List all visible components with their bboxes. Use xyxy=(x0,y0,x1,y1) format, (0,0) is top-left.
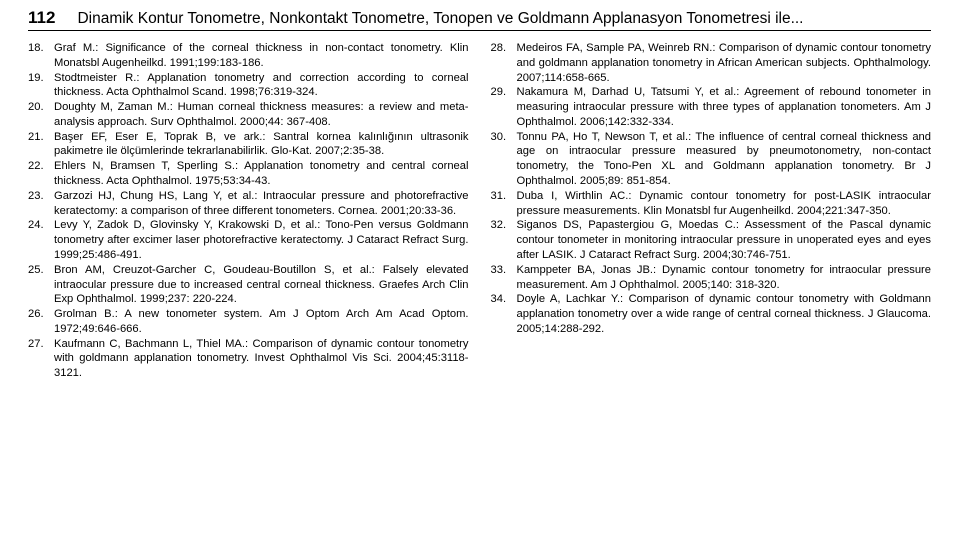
reference-text: Garzozi HJ, Chung HS, Lang Y, et al.: In… xyxy=(54,189,469,219)
reference-item: 29.Nakamura M, Darhad U, Tatsumi Y, et a… xyxy=(491,85,932,129)
reference-item: 21.Başer EF, Eser E, Toprak B, ve ark.: … xyxy=(28,130,469,160)
references-columns: 18.Graf M.: Significance of the corneal … xyxy=(28,41,931,381)
reference-number: 34. xyxy=(491,292,517,336)
reference-text: Graf M.: Significance of the corneal thi… xyxy=(54,41,469,71)
reference-text: Medeiros FA, Sample PA, Weinreb RN.: Com… xyxy=(517,41,932,85)
page-header: 112 Dinamik Kontur Tonometre, Nonkontakt… xyxy=(28,8,931,31)
reference-text: Başer EF, Eser E, Toprak B, ve ark.: San… xyxy=(54,130,469,160)
reference-number: 32. xyxy=(491,218,517,262)
reference-item: 24.Levy Y, Zadok D, Glovinsky Y, Krakows… xyxy=(28,218,469,262)
reference-item: 20.Doughty M, Zaman M.: Human corneal th… xyxy=(28,100,469,130)
reference-item: 27.Kaufmann C, Bachmann L, Thiel MA.: Co… xyxy=(28,337,469,381)
reference-item: 19.Stodtmeister R.: Applanation tonometr… xyxy=(28,71,469,101)
reference-text: Siganos DS, Papastergiou G, Moedas C.: A… xyxy=(517,218,932,262)
reference-number: 31. xyxy=(491,189,517,219)
reference-text: Doyle A, Lachkar Y.: Comparison of dynam… xyxy=(517,292,932,336)
reference-text: Nakamura M, Darhad U, Tatsumi Y, et al.:… xyxy=(517,85,932,129)
reference-item: 30.Tonnu PA, Ho T, Newson T, et al.: The… xyxy=(491,130,932,189)
reference-number: 18. xyxy=(28,41,54,71)
references-right-column: 28.Medeiros FA, Sample PA, Weinreb RN.: … xyxy=(491,41,932,381)
reference-item: 31.Duba I, Wirthlin AC.: Dynamic contour… xyxy=(491,189,932,219)
reference-item: 23.Garzozi HJ, Chung HS, Lang Y, et al.:… xyxy=(28,189,469,219)
reference-number: 27. xyxy=(28,337,54,381)
reference-text: Tonnu PA, Ho T, Newson T, et al.: The in… xyxy=(517,130,932,189)
reference-item: 32.Siganos DS, Papastergiou G, Moedas C.… xyxy=(491,218,932,262)
reference-number: 33. xyxy=(491,263,517,293)
reference-number: 28. xyxy=(491,41,517,85)
reference-number: 20. xyxy=(28,100,54,130)
reference-number: 21. xyxy=(28,130,54,160)
reference-text: Stodtmeister R.: Applanation tonometry a… xyxy=(54,71,469,101)
reference-text: Ehlers N, Bramsen T, Sperling S.: Applan… xyxy=(54,159,469,189)
reference-item: 34.Doyle A, Lachkar Y.: Comparison of dy… xyxy=(491,292,932,336)
references-left-column: 18.Graf M.: Significance of the corneal … xyxy=(28,41,469,381)
reference-number: 19. xyxy=(28,71,54,101)
reference-text: Levy Y, Zadok D, Glovinsky Y, Krakowski … xyxy=(54,218,469,262)
reference-text: Kaufmann C, Bachmann L, Thiel MA.: Compa… xyxy=(54,337,469,381)
reference-item: 28.Medeiros FA, Sample PA, Weinreb RN.: … xyxy=(491,41,932,85)
page-number: 112 xyxy=(28,8,55,28)
reference-number: 24. xyxy=(28,218,54,262)
running-title: Dinamik Kontur Tonometre, Nonkontakt Ton… xyxy=(77,10,803,28)
reference-text: Grolman B.: A new tonometer system. Am J… xyxy=(54,307,469,337)
reference-text: Doughty M, Zaman M.: Human corneal thick… xyxy=(54,100,469,130)
reference-item: 25.Bron AM, Creuzot-Garcher C, Goudeau-B… xyxy=(28,263,469,307)
reference-text: Kamppeter BA, Jonas JB.: Dynamic contour… xyxy=(517,263,932,293)
reference-text: Bron AM, Creuzot-Garcher C, Goudeau-Bout… xyxy=(54,263,469,307)
reference-item: 22.Ehlers N, Bramsen T, Sperling S.: App… xyxy=(28,159,469,189)
reference-number: 25. xyxy=(28,263,54,307)
reference-number: 26. xyxy=(28,307,54,337)
reference-item: 26.Grolman B.: A new tonometer system. A… xyxy=(28,307,469,337)
reference-item: 18.Graf M.: Significance of the corneal … xyxy=(28,41,469,71)
reference-number: 29. xyxy=(491,85,517,129)
reference-text: Duba I, Wirthlin AC.: Dynamic contour to… xyxy=(517,189,932,219)
reference-number: 23. xyxy=(28,189,54,219)
reference-number: 30. xyxy=(491,130,517,189)
reference-number: 22. xyxy=(28,159,54,189)
reference-item: 33.Kamppeter BA, Jonas JB.: Dynamic cont… xyxy=(491,263,932,293)
